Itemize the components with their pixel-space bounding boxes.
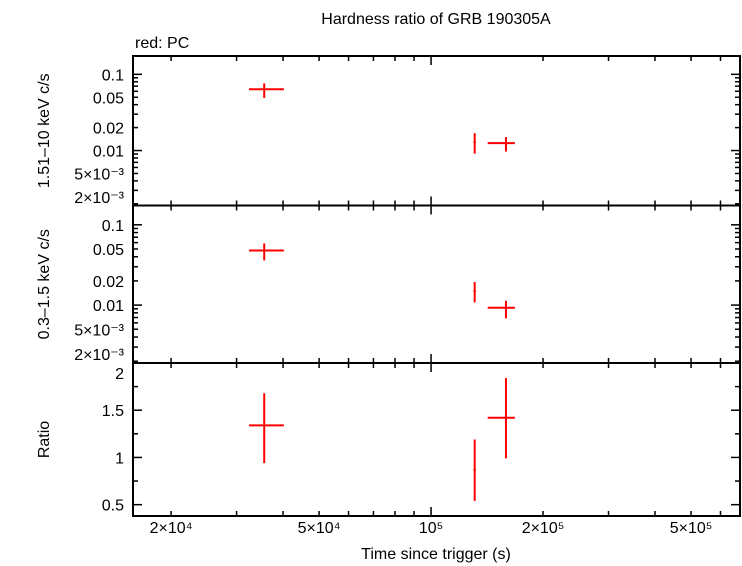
y-axis-label: Ratio [36, 421, 53, 458]
x-tick-label: 10⁵ [419, 520, 443, 537]
data-point [249, 83, 284, 98]
data-point [487, 300, 515, 319]
data-point [249, 393, 284, 464]
panel-2: 2 1.5 1 0.5 Ratio [36, 362, 741, 517]
x-tick-label: 2×10⁵ [522, 520, 565, 537]
y-axis-label: 1.51–10 keV c/s [36, 73, 53, 188]
x-tick-label: 5×10⁵ [670, 520, 713, 537]
panel-frame [132, 204, 741, 364]
y-tick-label: 2 [115, 366, 124, 383]
data-point [487, 137, 515, 152]
panel-frame [132, 55, 741, 207]
y-tick-label: 0.05 [93, 90, 124, 107]
chart-subtitle: red: PC [135, 35, 189, 52]
x-axis-label: Time since trigger (s) [361, 546, 511, 563]
y-tick-label: 2×10⁻³ [74, 347, 124, 364]
panel-1: 0.1 0.05 0.02 0.01 5×10⁻³ 2×10⁻³ 0.3–1.5 keV c… [36, 204, 741, 364]
y-tick-label: 2×10⁻³ [74, 190, 124, 207]
data-point [473, 281, 476, 303]
data-point [473, 439, 476, 501]
y-axis-label: 0.3–1.5 keV c/s [36, 229, 53, 339]
panel-0: 0.1 0.05 0.02 0.01 5×10⁻³ 2×10⁻³ 1.51–10 keV c… [36, 55, 741, 207]
y-tick-label: 5×10⁻³ [74, 322, 124, 339]
plot-panels: 0.1 0.05 0.02 0.01 5×10⁻³ 2×10⁻³ 1.51–10 keV c… [36, 55, 741, 537]
y-tick-label: 0.1 [102, 218, 124, 235]
y-tick-label: 0.5 [102, 498, 124, 515]
x-tick-label: 2×10⁴ [150, 520, 193, 537]
data-point [249, 243, 284, 261]
y-tick-label: 0.02 [93, 274, 124, 291]
y-tick-label: 0.01 [93, 144, 124, 161]
y-tick-label: 0.01 [93, 298, 124, 315]
y-tick-label: 0.1 [102, 67, 124, 84]
data-point [473, 133, 476, 154]
data-point [487, 378, 515, 459]
y-tick-label: 0.05 [93, 242, 124, 259]
x-tick-label: 5×10⁴ [298, 520, 341, 537]
y-tick-label: 1.5 [102, 403, 124, 420]
y-tick-label: 1 [115, 450, 124, 467]
y-tick-label: 0.02 [93, 121, 124, 138]
y-tick-label: 5×10⁻³ [74, 166, 124, 183]
chart-title: Hardness ratio of GRB 190305A [321, 11, 551, 28]
panel-frame [132, 362, 741, 517]
